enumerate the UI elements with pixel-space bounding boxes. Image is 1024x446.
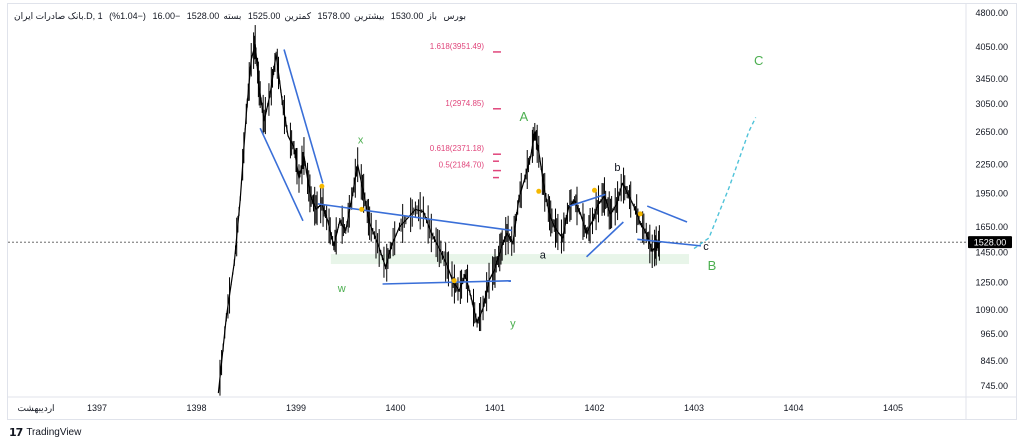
y-tick-label: 3050.00	[975, 99, 1008, 109]
x-tick-label: 1400	[385, 403, 405, 413]
pivot-marker	[536, 188, 542, 194]
change-percent: (−1.04%)	[109, 11, 146, 21]
last-price-badge	[968, 236, 1012, 249]
y-tick-label: 1650.00	[975, 222, 1008, 232]
fib-level-label: 0.5(2184.70)	[439, 161, 485, 170]
x-tick-label: 1402	[584, 403, 604, 413]
wave-label: a	[540, 249, 547, 261]
wave-label: x	[358, 135, 364, 147]
y-tick-label: 4800.00	[975, 8, 1008, 18]
x-tick-label: 1403	[684, 403, 704, 413]
pivot-marker	[451, 278, 457, 284]
footer-brand[interactable]: 𝟭𝟳 TradingView	[9, 424, 81, 440]
chart-frame	[7, 3, 1017, 420]
trend-line	[382, 279, 511, 285]
high-value: 1578.00	[317, 11, 351, 21]
tradingview-logo-icon: 𝟭𝟳	[9, 426, 23, 439]
wave-label: B	[708, 258, 717, 273]
pivot-marker	[359, 206, 365, 212]
wave-label: C	[754, 53, 763, 68]
close-label: بسته	[223, 11, 242, 21]
y-tick-label: 965.00	[980, 329, 1008, 339]
trend-line	[317, 203, 513, 232]
open-label: باز	[427, 11, 437, 21]
y-tick-label: 1450.00	[975, 248, 1008, 258]
x-tick-label: 1399	[286, 403, 306, 413]
pivot-marker	[592, 187, 597, 193]
trend-line	[569, 193, 606, 207]
x-tick-label: 1405	[883, 403, 903, 413]
symbol-header: بانک صادرات ایران.D, 1 بورس باز1530.00 ب…	[14, 11, 470, 22]
close-value: 1528.00	[186, 11, 220, 21]
trend-line	[585, 221, 624, 258]
fib-level-label: 1(2974.85)	[445, 99, 484, 108]
pivot-marker	[637, 211, 643, 217]
price-series-line	[217, 44, 661, 393]
symbol-name[interactable]: بانک صادرات ایران.D, 1	[14, 11, 103, 21]
y-tick-label: 2250.00	[975, 160, 1008, 170]
support-zone	[330, 254, 690, 265]
trend-line	[283, 49, 324, 184]
brand-name: TradingView	[26, 426, 82, 438]
change-value: −16.00	[152, 11, 181, 21]
wave-label: w	[337, 283, 346, 295]
fib-level-label: 0.618(2371.18)	[430, 144, 485, 153]
trend-line	[259, 127, 304, 222]
x-tick-label: 1404	[783, 403, 803, 413]
x-tick-label: اردیبهشت	[17, 403, 54, 414]
wave-label: c	[703, 241, 709, 253]
last-price-label: 1528.00	[974, 238, 1007, 248]
trend-line	[646, 205, 688, 223]
pivot-marker	[319, 183, 325, 189]
low-value: 1525.00	[247, 11, 281, 21]
y-tick-label: 845.00	[980, 356, 1008, 366]
y-tick-label: 3450.00	[975, 74, 1008, 84]
fib-level-label: 1.618(3951.49)	[430, 42, 485, 51]
y-tick-label: 1250.00	[975, 277, 1008, 287]
open-value: 1530.00	[390, 11, 424, 21]
y-tick-label: 2650.00	[975, 127, 1008, 137]
trend-line	[637, 238, 702, 247]
wave-label: b	[614, 162, 620, 174]
y-tick-label: 1090.00	[975, 305, 1008, 315]
y-tick-label: 4050.00	[975, 42, 1008, 52]
high-label: بیشترین	[354, 11, 385, 21]
low-label: کمترین	[284, 11, 311, 21]
exchange-name: بورس	[443, 11, 467, 21]
wave-label: y	[510, 318, 516, 330]
y-tick-label: 1950.00	[975, 188, 1008, 198]
y-tick-label: 745.00	[980, 381, 1008, 391]
x-tick-label: 1398	[186, 403, 206, 413]
x-tick-label: 1397	[87, 403, 107, 413]
x-tick-label: 1401	[485, 403, 505, 413]
projection-path	[693, 117, 757, 250]
wave-label: A	[520, 109, 529, 124]
